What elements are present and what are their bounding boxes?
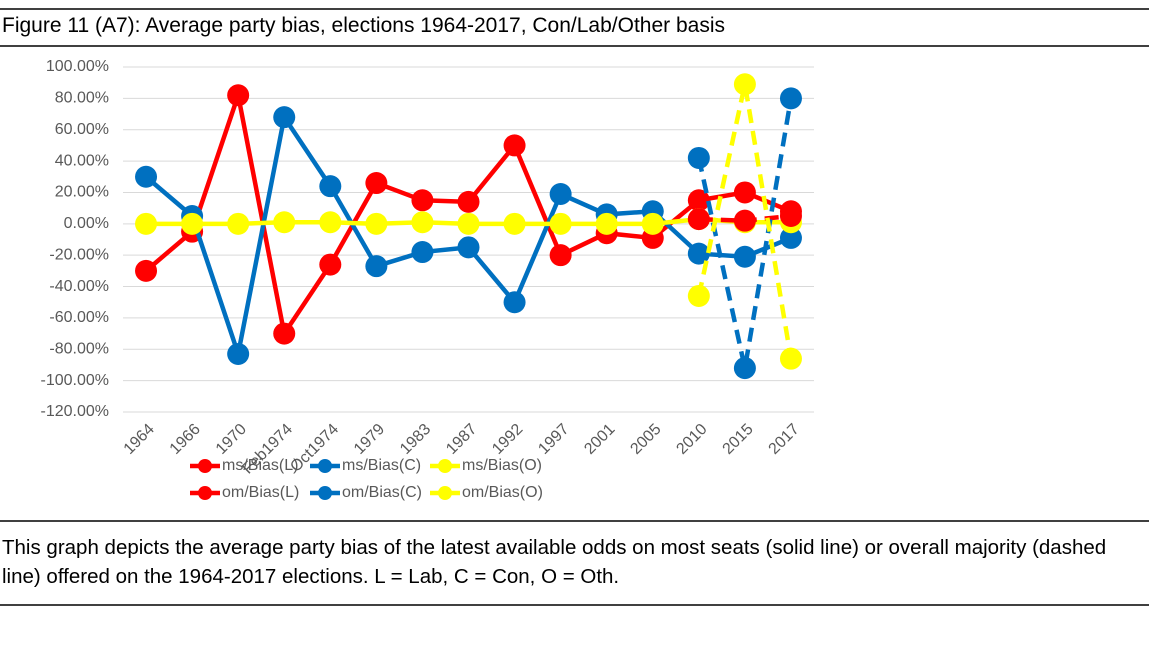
marker <box>733 181 756 204</box>
marker <box>319 175 342 198</box>
marker <box>687 189 710 212</box>
marker <box>503 212 526 235</box>
marker <box>687 284 710 307</box>
marker <box>411 241 434 264</box>
figure-title: Figure 11 (A7): Average party bias, elec… <box>2 14 725 37</box>
legend-label: ms/Bias(O) <box>462 457 542 474</box>
x-tick-label: 1983 <box>397 421 434 458</box>
marker <box>227 212 250 235</box>
marker <box>319 211 342 234</box>
x-tick-label: 2010 <box>673 421 710 458</box>
marker <box>319 253 342 276</box>
caption: This graph depicts the average party bia… <box>2 536 1107 588</box>
series <box>135 106 802 365</box>
marker <box>779 204 802 227</box>
marker <box>457 212 480 235</box>
legend-marker <box>318 486 332 500</box>
legend-label: om/Bias(C) <box>342 484 422 501</box>
x-tick-label: 1997 <box>535 421 572 458</box>
legend-marker <box>438 459 452 473</box>
marker <box>411 189 434 212</box>
y-tick-label: 0.00% <box>64 215 109 232</box>
marker <box>595 212 618 235</box>
marker <box>687 208 710 231</box>
x-tick-label: 2017 <box>766 421 803 458</box>
x-tick-label: 1992 <box>489 421 526 458</box>
marker <box>503 134 526 157</box>
legend-marker <box>318 459 332 473</box>
y-tick-label: 80.00% <box>55 90 109 107</box>
series <box>687 204 802 232</box>
x-tick-label: 2015 <box>720 421 757 458</box>
y-tick-label: -80.00% <box>49 340 109 357</box>
marker <box>503 291 526 314</box>
marker <box>733 357 756 380</box>
x-tick-label: 1987 <box>443 421 480 458</box>
marker <box>411 211 434 234</box>
y-tick-label: 100.00% <box>46 58 109 75</box>
marker <box>365 172 388 195</box>
legend-label: ms/Bias(C) <box>342 457 421 474</box>
legend-label: ms/Bias(L) <box>222 457 298 474</box>
marker <box>365 212 388 235</box>
y-tick-label: -60.00% <box>49 309 109 326</box>
marker <box>227 342 250 365</box>
y-tick-label: -100.00% <box>41 372 110 389</box>
x-tick-label: 2005 <box>627 421 664 458</box>
series-line <box>696 83 794 360</box>
y-tick-label: 40.00% <box>55 152 109 169</box>
marker <box>641 212 664 235</box>
marker <box>779 347 802 370</box>
x-tick-label: 1970 <box>213 421 250 458</box>
y-tick-label: -20.00% <box>49 246 109 263</box>
series <box>135 208 802 235</box>
marker <box>135 259 158 282</box>
y-tick-label: 20.00% <box>55 184 109 201</box>
marker <box>273 211 296 234</box>
marker <box>135 165 158 188</box>
y-tick-label: -120.00% <box>41 403 110 420</box>
marker <box>135 212 158 235</box>
marker <box>549 244 572 267</box>
marker <box>549 183 572 206</box>
marker <box>273 322 296 345</box>
marker <box>181 212 204 235</box>
marker <box>457 190 480 213</box>
marker <box>549 212 572 235</box>
marker <box>779 87 802 110</box>
x-tick-label: 1966 <box>167 421 204 458</box>
marker <box>227 84 250 107</box>
marker <box>733 209 756 232</box>
marker <box>687 146 710 169</box>
marker <box>733 245 756 268</box>
marker <box>365 255 388 278</box>
y-tick-label: -40.00% <box>49 278 109 295</box>
legend-marker <box>198 459 212 473</box>
marker <box>273 106 296 129</box>
x-tick-label: 1979 <box>351 421 388 458</box>
legend-label: om/Bias(L) <box>222 484 299 501</box>
series <box>687 73 802 370</box>
marker <box>687 242 710 265</box>
x-tick-label: 2001 <box>581 421 618 458</box>
x-tick-label: 1964 <box>121 421 158 458</box>
marker <box>733 73 756 96</box>
legend-label: om/Bias(O) <box>462 484 543 501</box>
marker <box>457 236 480 259</box>
y-tick-label: 60.00% <box>55 121 109 138</box>
legend-marker <box>438 486 452 500</box>
marker <box>779 226 802 249</box>
legend-marker <box>198 486 212 500</box>
